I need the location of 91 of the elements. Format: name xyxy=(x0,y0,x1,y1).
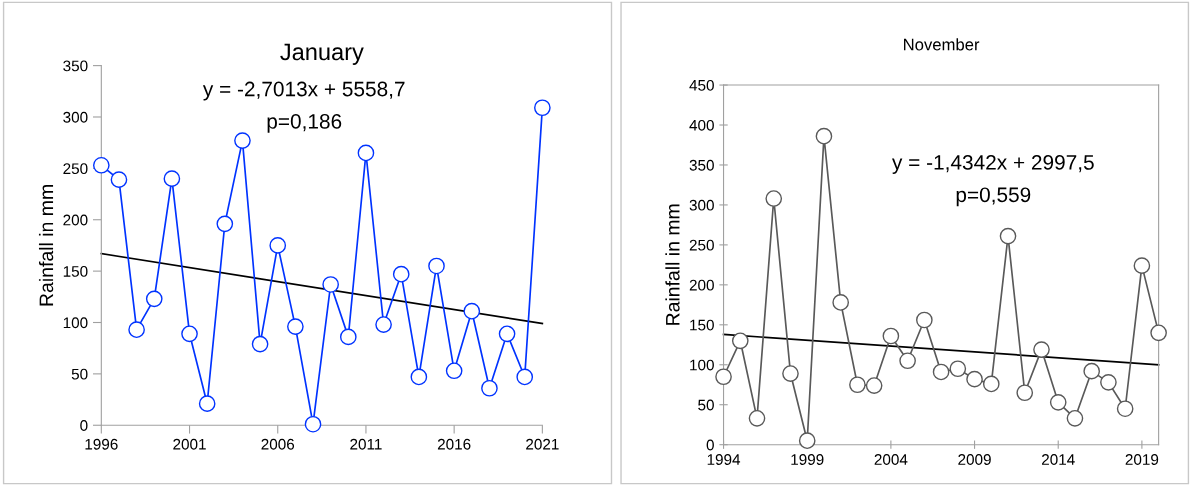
point xyxy=(815,127,833,145)
y-tick-label: 200 xyxy=(689,279,714,291)
x-tick-label: 1996 xyxy=(85,438,118,450)
point xyxy=(1150,324,1167,342)
point xyxy=(128,321,145,339)
point xyxy=(782,365,799,382)
annotation: p=0,186 xyxy=(267,113,342,133)
y-tick-label: 450 xyxy=(689,79,714,91)
y-tick-label: 150 xyxy=(690,319,714,331)
point xyxy=(932,363,950,381)
point xyxy=(481,379,498,397)
point xyxy=(982,375,1000,393)
y-tick-label: 150 xyxy=(63,265,88,277)
y-axis-title: Rainfall in mm xyxy=(665,204,680,325)
x-tick-label: 2014 xyxy=(1042,454,1075,465)
point xyxy=(731,332,749,350)
point xyxy=(1116,400,1134,418)
point xyxy=(216,215,234,233)
y-tick-label: 250 xyxy=(689,239,714,251)
x-tick-label: 2011 xyxy=(350,438,382,450)
point xyxy=(849,376,866,394)
point xyxy=(181,325,198,343)
point xyxy=(234,132,251,149)
x-tick-label: 2019 xyxy=(1125,454,1159,465)
x-tick-label: 2001 xyxy=(173,438,206,450)
point xyxy=(949,360,967,378)
x-tick-label: 2004 xyxy=(874,454,908,465)
point xyxy=(304,415,322,433)
point xyxy=(1133,257,1151,275)
point xyxy=(765,190,783,207)
point xyxy=(899,352,916,370)
point xyxy=(269,237,287,254)
y-tick-label: 350 xyxy=(689,159,714,171)
y-tick-label: 0 xyxy=(80,420,88,431)
point xyxy=(1100,374,1117,391)
point xyxy=(110,171,128,189)
point xyxy=(375,316,392,333)
point xyxy=(999,227,1017,245)
chart-title: November xyxy=(904,38,980,51)
y-tick-label: 400 xyxy=(689,119,714,131)
point xyxy=(445,362,463,380)
point xyxy=(410,368,428,386)
y-tick-label: 250 xyxy=(63,163,88,175)
point xyxy=(1066,409,1084,427)
x-tick-label: 2016 xyxy=(437,438,471,450)
point xyxy=(287,318,304,335)
y-tick-label: 50 xyxy=(71,368,88,380)
annotation: y = -2,7013x + 5558,7 xyxy=(202,81,405,101)
point xyxy=(1016,384,1034,402)
y-tick-label: 100 xyxy=(63,317,88,329)
point xyxy=(251,335,269,353)
y-tick-label: 300 xyxy=(63,111,88,123)
point xyxy=(463,302,481,320)
point xyxy=(1083,362,1101,380)
point xyxy=(748,409,766,427)
x-tick-label: 1994 xyxy=(707,454,741,465)
point xyxy=(357,144,375,162)
y-tick-label: 100 xyxy=(690,359,714,371)
point xyxy=(339,328,357,346)
point xyxy=(832,294,850,311)
point xyxy=(322,276,339,293)
point xyxy=(1033,341,1050,358)
annotation: p=0,559 xyxy=(956,187,1031,207)
point xyxy=(882,327,900,345)
point xyxy=(534,99,551,117)
point xyxy=(198,395,216,413)
point xyxy=(715,368,732,386)
point xyxy=(516,368,534,386)
point xyxy=(916,311,933,329)
point xyxy=(966,370,983,388)
y-tick-label: 50 xyxy=(698,399,714,411)
point xyxy=(498,325,516,343)
point xyxy=(865,377,883,394)
x-tick-label: 1999 xyxy=(791,454,824,465)
y-axis-title: Rainfall in mm xyxy=(38,185,54,306)
y-tick-label: 200 xyxy=(63,214,88,226)
y-tick-label: 300 xyxy=(689,199,714,211)
point xyxy=(798,432,816,450)
x-tick-label: 2021 xyxy=(526,438,559,450)
point xyxy=(392,265,410,283)
point xyxy=(92,156,110,174)
point xyxy=(1049,393,1067,411)
point xyxy=(428,257,445,275)
point xyxy=(163,170,181,187)
point xyxy=(145,290,163,308)
annotation: y = -1,4342x + 2997,5 xyxy=(892,155,1094,174)
y-tick-label: 0 xyxy=(706,439,714,451)
x-tick-label: 2006 xyxy=(261,438,295,450)
x-tick-label: 2009 xyxy=(958,454,991,465)
chart-title: January xyxy=(280,43,364,65)
y-tick-label: 350 xyxy=(63,60,88,72)
